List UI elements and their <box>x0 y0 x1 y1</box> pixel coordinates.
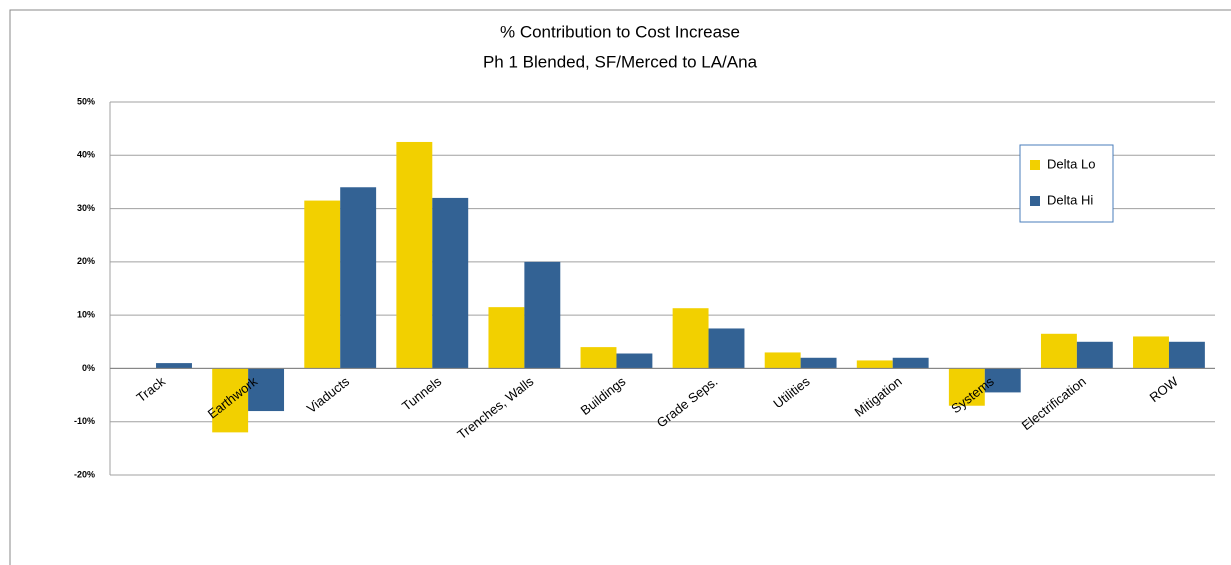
y-tick-label: 0% <box>82 363 95 373</box>
x-tick-label: Mitigation <box>852 374 905 420</box>
bar <box>248 368 285 412</box>
x-tick-label: Tunnels <box>399 373 445 413</box>
chart-frame <box>9 9 1231 565</box>
y-tick-label: 40% <box>77 150 95 160</box>
bar <box>672 308 709 369</box>
bar <box>948 368 985 406</box>
bar <box>212 368 249 433</box>
x-tick-label: Trenches, Walls <box>454 373 536 442</box>
x-tick-label: Electrification <box>1019 374 1089 433</box>
bar <box>1168 341 1205 369</box>
bar <box>856 360 893 369</box>
bar <box>984 368 1021 393</box>
bar <box>892 357 929 369</box>
x-tick-label: Utilities <box>770 373 813 411</box>
legend-swatch <box>1030 196 1040 206</box>
x-tick-label: Track <box>134 373 169 405</box>
y-tick-label: 20% <box>77 256 95 266</box>
bar <box>1133 336 1169 369</box>
bar <box>340 187 377 369</box>
x-tick-label: Buildings <box>578 373 629 418</box>
y-tick-label: 50% <box>77 96 95 106</box>
x-tick-label: Viaducts <box>304 373 353 416</box>
chart-subtitle: Ph 1 Blended, SF/Merced to LA/Ana <box>483 52 758 71</box>
legend-box <box>1019 144 1114 223</box>
bar <box>396 141 433 369</box>
legend-swatch <box>1030 160 1040 170</box>
bar <box>800 357 837 369</box>
y-tick-label: 10% <box>77 310 95 320</box>
bar <box>524 261 561 369</box>
bar <box>1040 333 1077 369</box>
y-tick-label: -10% <box>74 416 95 426</box>
y-tick-label: -20% <box>74 469 95 479</box>
chart-title: % Contribution to Cost Increase <box>500 22 740 41</box>
bar <box>580 347 617 369</box>
bar <box>764 352 801 369</box>
bar <box>616 353 653 369</box>
bar <box>304 200 341 369</box>
bar <box>708 328 745 369</box>
bar <box>1076 341 1113 369</box>
x-tick-label: ROW <box>1147 373 1182 405</box>
legend-label: Delta Lo <box>1047 156 1095 171</box>
bar <box>488 307 525 369</box>
bar <box>156 363 192 369</box>
bar <box>432 197 469 369</box>
legend-label: Delta Hi <box>1047 192 1093 207</box>
y-tick-label: 30% <box>77 203 95 213</box>
